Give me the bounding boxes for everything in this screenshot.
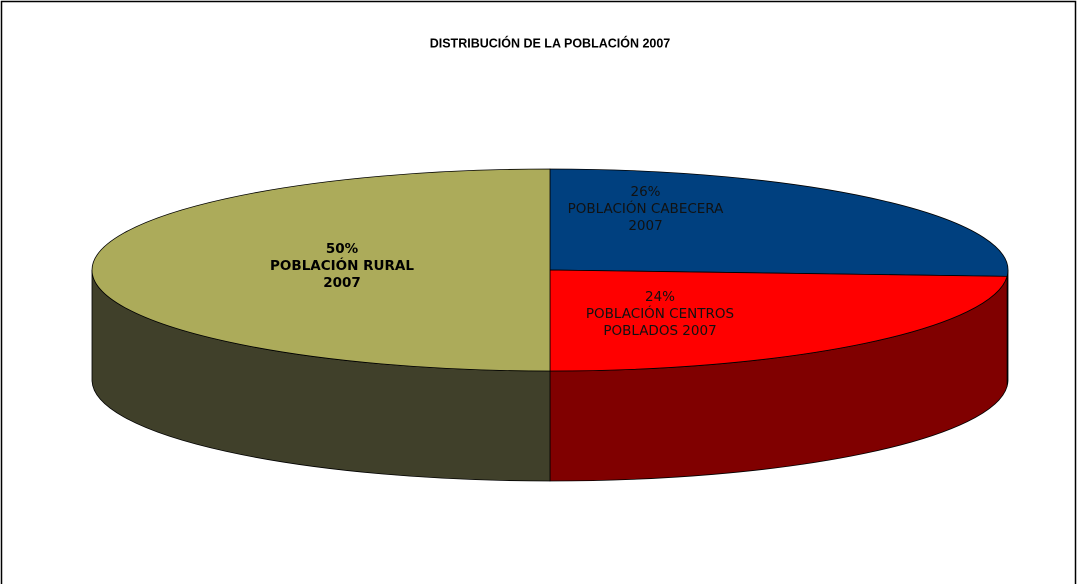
pie-slice <box>549 168 1009 277</box>
category-label: POBLACIÓN RURAL 2007 <box>270 258 414 291</box>
pie-slice <box>91 168 551 372</box>
value-label: 26% <box>630 184 661 200</box>
value-label: 50% <box>325 241 359 257</box>
data-label: 50% POBLACIÓN RURAL 2007 <box>262 241 422 292</box>
pie-slice <box>549 269 1008 372</box>
data-label: 26% POBLACIÓN CABECERA 2007 <box>558 184 733 235</box>
data-label: 24% POBLACIÓN CENTROS POBLADOS 2007 <box>570 289 750 340</box>
chart-title: DISTRIBUCIÓN DE LA POBLACIÓN 2007 <box>430 35 671 50</box>
category-label: POBLACIÓN CENTROS POBLADOS 2007 <box>585 306 735 339</box>
value-label: 24% <box>644 289 675 305</box>
category-label: POBLACIÓN CABECERA 2007 <box>567 201 724 234</box>
